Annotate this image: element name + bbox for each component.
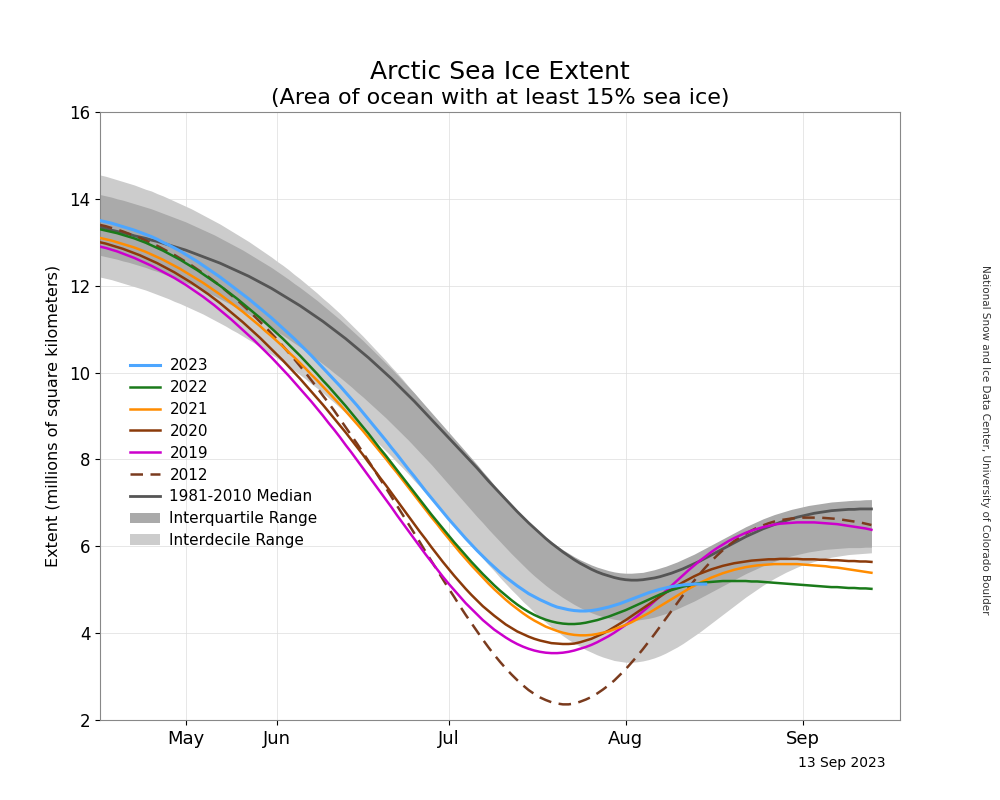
Text: Arctic Sea Ice Extent: Arctic Sea Ice Extent bbox=[370, 60, 630, 84]
Legend: 2023, 2022, 2021, 2020, 2019, 2012, 1981-2010 Median, Interquartile Range, Inter: 2023, 2022, 2021, 2020, 2019, 2012, 1981… bbox=[124, 352, 324, 554]
Text: (Area of ocean with at least 15% sea ice): (Area of ocean with at least 15% sea ice… bbox=[271, 88, 729, 108]
Text: 13 Sep 2023: 13 Sep 2023 bbox=[798, 756, 885, 770]
Y-axis label: Extent (millions of square kilometers): Extent (millions of square kilometers) bbox=[46, 265, 61, 567]
Text: National Snow and Ice Data Center, University of Colorado Boulder: National Snow and Ice Data Center, Unive… bbox=[980, 266, 990, 614]
